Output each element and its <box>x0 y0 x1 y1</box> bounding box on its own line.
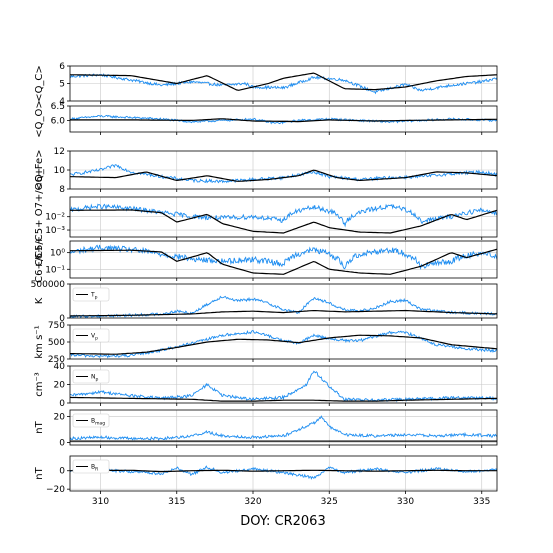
model-series-5 <box>70 248 497 275</box>
y-tick-label: −20 <box>46 485 65 495</box>
y-axis-label: nT <box>34 420 45 433</box>
y-tick-label: 10⁰ <box>50 249 65 259</box>
y-tick-label: 20 <box>54 412 66 422</box>
y-tick-label: 20 <box>54 381 66 391</box>
panels: 456<Q_C>6.06.5<Q_O>81012<Q_Fe>10⁻³10⁻²C6… <box>31 62 498 507</box>
panel-9: 0 20 nT Bmag <box>34 409 498 448</box>
model-series-4 <box>70 209 497 234</box>
panel-3: 8 10 12 <Q_Fe> <box>34 147 498 195</box>
y-tick-label: 6.0 <box>51 116 66 126</box>
observed-series-1 <box>70 72 497 95</box>
y-axis-label: km s⁻¹ <box>34 325 45 358</box>
model-series-10 <box>70 469 497 473</box>
panel-frame <box>69 455 498 492</box>
model-series-1 <box>70 72 497 91</box>
y-axis-label: <Q_O> <box>34 100 45 138</box>
y-tick-label: 40 <box>54 362 66 372</box>
y-tick-label: 10 <box>54 166 66 176</box>
y-tick-label: 10⁻² <box>45 213 65 223</box>
legend-label: BR <box>91 464 98 473</box>
panel-frame <box>69 409 498 446</box>
legend: Vp <box>72 328 110 343</box>
y-tick-label: 500000 <box>31 280 66 290</box>
y-axis-label: C6+/C5+ O7+/O6+ <box>34 168 45 267</box>
observed-series-6 <box>70 295 497 318</box>
panel-10: −20 0 310 315 320 325 330 335 nT BR <box>34 455 498 507</box>
x-axis-label: DOY: CR2063 <box>240 514 325 529</box>
x-tick-label: 335 <box>473 497 490 507</box>
x-tick-label: 325 <box>321 497 338 507</box>
panel-frame <box>69 105 498 133</box>
legend-label: Vp <box>91 333 98 342</box>
y-axis-label: <Q_Fe> <box>34 150 45 191</box>
y-tick-label: 750 <box>48 321 65 331</box>
legend-label: Bmag <box>91 418 105 427</box>
panel-2: 6.0 6.5 <Q_O> <box>34 100 498 138</box>
legend-box <box>72 459 110 474</box>
model-series-6 <box>70 309 497 317</box>
model-series-3 <box>70 169 497 182</box>
y-tick-label: 500 <box>48 338 65 348</box>
y-tick-label: 0 <box>59 314 65 324</box>
x-tick-label: 315 <box>168 497 185 507</box>
y-tick-label: 6.5 <box>51 102 65 112</box>
panel-frame <box>69 240 498 279</box>
legend: Bmag <box>72 413 110 428</box>
model-series-2 <box>70 118 497 123</box>
panel-1: 4 5 6 <Q_C> <box>34 62 498 107</box>
legend: Tp <box>72 287 110 302</box>
y-tick-label: 250 <box>48 355 65 365</box>
observed-series-10 <box>70 465 497 480</box>
y-tick-label: 10⁻¹ <box>45 265 65 275</box>
y-axis-label: K <box>34 297 45 304</box>
model-series-8 <box>70 396 497 402</box>
panel-frame <box>69 283 498 319</box>
model-series-7 <box>70 334 497 355</box>
y-tick-label: 0 <box>59 399 65 409</box>
legend: Np <box>72 369 110 384</box>
y-tick-label: 4 <box>59 97 65 107</box>
panel-8: 0 20 40 cm⁻³ Np <box>34 362 498 409</box>
y-axis-label: cm⁻³ <box>34 372 45 397</box>
legend-box <box>72 413 110 428</box>
y-tick-label: 12 <box>54 147 65 157</box>
y-tick-label: 5 <box>59 80 65 90</box>
x-tick-label: 320 <box>244 497 261 507</box>
y-tick-label: 10⁻³ <box>45 226 65 236</box>
panel-6: 0 500000 K Tp <box>31 280 498 324</box>
x-tick-label: 310 <box>92 497 109 507</box>
observed-series-9 <box>70 415 497 441</box>
y-tick-label: 6 <box>59 62 65 72</box>
legend-label: Np <box>91 374 99 383</box>
legend-label: Tp <box>90 292 98 301</box>
y-axis-label: C6+/C5+ <box>34 236 45 283</box>
y-axis-label: nT <box>34 466 45 479</box>
legend-box <box>72 369 110 384</box>
y-axis-label: <Q_C> <box>34 65 45 102</box>
x-tick-label: 330 <box>397 497 414 507</box>
y-tick-label: 8 <box>59 185 65 195</box>
legend: BR <box>72 459 110 474</box>
observed-series-8 <box>70 370 497 403</box>
y-tick-label: 0 <box>59 467 65 477</box>
panel-5: 10⁻¹ 10⁰ C6+/C5+ <box>34 236 498 283</box>
legend-box <box>72 328 110 343</box>
y-tick-label: 0 <box>59 438 65 448</box>
legend-box <box>72 287 110 302</box>
panel-4: 10⁻³ 10⁻²C6+/C5+ O7+/O6+ <box>34 168 498 267</box>
